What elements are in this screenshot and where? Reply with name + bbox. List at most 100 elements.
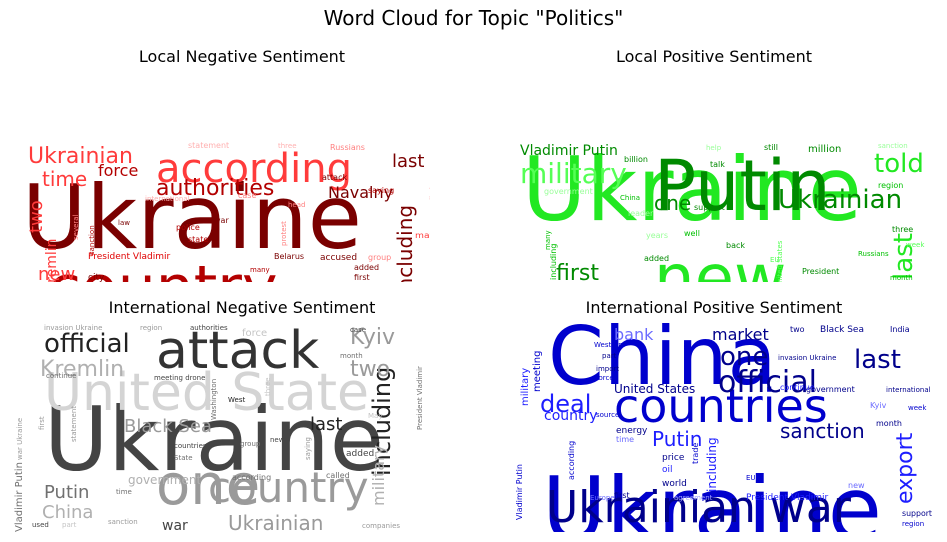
word-united-state: United State [44,363,369,423]
word-international: international [886,386,931,394]
word-force: force [98,161,138,180]
word-meeting: meeting [532,351,543,392]
word-month: month [890,274,913,282]
word-accused: accused [320,253,357,263]
word-china: China [548,320,777,403]
word-war: war [162,518,188,532]
word-united-states: United States [776,240,784,282]
word-week: week [906,241,925,249]
word-import: import [596,365,619,373]
word-support: support [902,509,932,518]
word-bank: bank [614,325,654,344]
word-first: first [556,261,599,282]
word-group: group [240,440,261,448]
word-new: new [654,242,786,282]
word-military: military [520,157,627,190]
word-president-vladimir: President Vladimir [416,366,424,430]
word-region: region [140,324,162,332]
word-sanction: sanction [878,142,908,150]
wordcloud-international-negative: Ukraine United State attack one country inclu… [10,320,430,532]
word-black-sea: Black Sea [820,325,864,335]
word-official: official [44,329,130,359]
word-two: two [26,200,47,233]
word-putin: Putin [652,427,702,451]
word-kyiv: Kyiv [870,401,887,410]
word-according: according [232,473,271,482]
word-president-vladimir: President Vladimir [88,252,170,262]
word-authorities: authorities [156,176,274,201]
word-invasion-ukraine: invasion Ukraine [44,324,102,332]
word-west: West [228,396,245,404]
word-part: part [62,521,77,529]
word-state: State [174,454,193,462]
word-time: time [42,167,87,191]
word-several: several [72,214,80,240]
word-head: head [288,201,305,209]
word-black-sea: Black Sea [124,416,212,437]
word-government: government [806,385,855,394]
word-one: one [720,342,768,372]
word-sanction: sanction [108,518,138,526]
word-added: added [644,254,669,263]
word-years: years [646,231,668,240]
word-vladimir-putin: Vladimir Putin [14,462,25,532]
word-last: last [889,233,919,280]
word-ukrainian: Ukrainian [778,185,902,215]
word-including: including [368,367,396,476]
word-war: war [214,216,229,225]
word-used: used [32,521,49,529]
word-deal: deal [540,390,591,418]
word-navalny: Navalny [328,183,393,202]
word-continue: continue [780,383,815,392]
word-state: state [188,235,208,244]
word-many: many [544,230,552,250]
word-western: Western [594,341,623,349]
word-may: may [415,231,430,240]
word-export: export [893,432,918,504]
wordcloud-canvas-local-positive: UkrainePutinnewcountrytimemilitaryUkrain… [520,138,925,282]
word-source: source [596,411,619,419]
word-kyiv: Kyiv [350,325,395,350]
word-told: told [874,149,924,179]
word-energy: energy [616,426,648,436]
word-ukrainian-war: Ukrainian war [546,482,852,532]
word-companies: companies [362,522,400,530]
word-week: week [908,404,927,412]
word-statement: statement [188,141,229,150]
word-ukraine: Ukraine [542,458,882,532]
word-three: three [264,377,272,396]
word-well: well [684,229,700,238]
word-region: region [878,181,903,190]
word-ukrainian: Ukrainian [228,511,323,532]
word-case: case [238,191,256,200]
word-president: President [802,267,839,276]
word-price: price [662,453,685,463]
word-ukraine: Ukraine [44,388,384,491]
word-month: month [340,352,363,360]
word-belarus: Belarus [274,252,304,261]
word-new: new [848,481,865,490]
word-kremlin: Kremlin [40,357,124,382]
word-first: first [38,416,46,430]
word-added: added [346,449,374,459]
word-one: one [156,453,260,518]
word-china: China [42,502,93,523]
word-ukraine: Ukraine [522,138,862,241]
word-time: time [116,488,132,496]
word-called: called [429,187,430,208]
word-law: law [118,219,130,227]
word-meeting-drone: meeting drone [154,374,205,382]
word-oil: oil [662,465,673,475]
word-agreement: agreement [674,494,713,502]
word-last: last [854,345,901,375]
panel-title-local-negative: Local Negative Sentiment [138,47,346,66]
word-new: new [38,264,75,282]
word-europe: Europe [590,494,615,502]
word-putin: Putin [654,145,831,227]
word-three: three [892,225,913,234]
word-war-ukraine: war Ukraine [16,418,24,460]
word-trade: trade [691,443,700,464]
word-sanction: sanction [780,419,865,443]
word-talk: talk [710,160,725,169]
